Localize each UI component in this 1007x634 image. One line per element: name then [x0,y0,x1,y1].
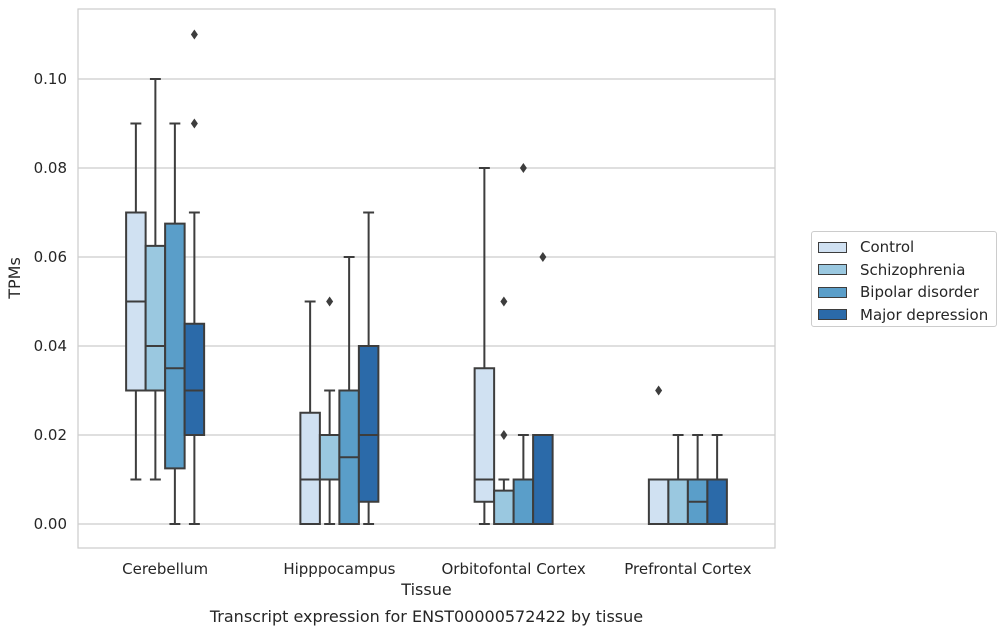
legend-item: Schizophrenia [818,259,996,282]
y-tick-label: 0.06 [34,248,67,266]
legend-label: Schizophrenia [860,260,966,279]
outlier-point [655,385,663,396]
box-schizophrenia [318,296,341,525]
box-major-depression [532,252,554,525]
box-groups [125,29,728,525]
outlier-point [190,29,198,40]
legend-label: Control [860,238,915,257]
box-body [164,222,186,470]
box-body [144,244,167,392]
outlier-point [500,296,508,307]
box-body [667,478,689,525]
x-tick-label: Cerebellum [122,560,208,578]
box-body [706,478,728,525]
chart-caption: Transcript expression for ENST0000057242… [209,607,643,626]
box-schizophrenia [667,434,689,525]
y-tick-labels: 0.00 0.02 0.04 0.06 0.08 0.10 [34,70,67,533]
y-axis-label: TPMs [5,257,24,300]
plot-frame [77,8,776,549]
box-body [532,434,554,525]
outlier-point [500,430,508,440]
outlier-point [190,118,198,129]
legend-label: Bipolar disorder [860,283,979,302]
box-body [473,367,496,503]
box-body [493,489,515,525]
box-body [318,434,341,481]
box-body [512,478,535,525]
legend: Control Schizophrenia Bipolar disorder Majo… [811,231,997,327]
legend-swatch [818,241,847,253]
box-body [357,345,380,503]
box-control [473,167,496,525]
y-tick-label: 0.08 [34,159,67,177]
legend-label: Major depression [860,305,989,324]
x-tick-label: Orbitofontal Cortex [442,560,586,578]
box-schizophrenia [144,78,167,481]
outlier-point [539,252,547,262]
legend-item: Control [818,236,996,259]
box-bipolar-disorder [338,256,360,525]
legend-swatch [818,309,847,321]
legend-swatch [818,264,847,276]
box-major-depression [183,29,206,525]
box-major-depression [357,211,380,525]
outlier-point [519,163,527,173]
y-tick-label: 0.02 [34,426,67,444]
legend-swatch [818,286,847,298]
legend-item: Major depression [818,304,996,327]
x-tick-label: Hipppocampus [283,560,395,578]
legend-item: Bipolar disorder [818,281,996,304]
box-body [183,322,206,436]
y-tick-label: 0.10 [34,70,67,88]
x-tick-label: Prefrontal Cortex [624,560,751,578]
box-major-depression [706,434,728,525]
box-body [647,478,670,525]
box-body [299,411,321,525]
y-tick-label: 0.00 [34,515,67,533]
y-tick-label: 0.04 [34,337,67,355]
outlier-point [326,296,334,307]
x-tick-labels: Cerebellum Hipppocampus Orbitofontal Corte… [122,560,751,578]
x-axis-label: Tissue [400,580,451,599]
